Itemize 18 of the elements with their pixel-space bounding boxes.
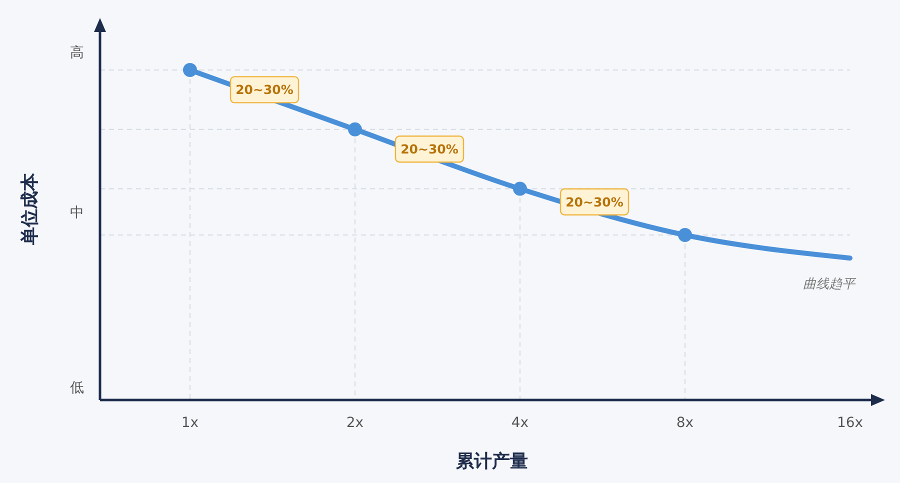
- annotation: 20~30%: [236, 82, 294, 98]
- point: [348, 122, 362, 136]
- x-tick-label: 4x: [511, 415, 529, 431]
- text: 低: [70, 380, 84, 396]
- x-tick-label: 2x: [346, 415, 364, 431]
- x-tick-label: 8x: [676, 415, 694, 431]
- point: [678, 228, 692, 242]
- x-tick-label: 16x: [836, 415, 864, 431]
- point: [513, 182, 527, 196]
- point: [183, 63, 197, 77]
- annotation: 曲线趋平: [803, 277, 857, 292]
- text: 中: [70, 204, 84, 221]
- annotation: 20~30%: [566, 194, 624, 210]
- text: 高: [70, 44, 84, 61]
- annotation: 20~30%: [400, 142, 459, 157]
- x-tick-label: 1x: [181, 415, 199, 431]
- y-axis-title: 单位成本: [20, 172, 40, 246]
- x-axis-title: 累计产量: [455, 451, 528, 472]
